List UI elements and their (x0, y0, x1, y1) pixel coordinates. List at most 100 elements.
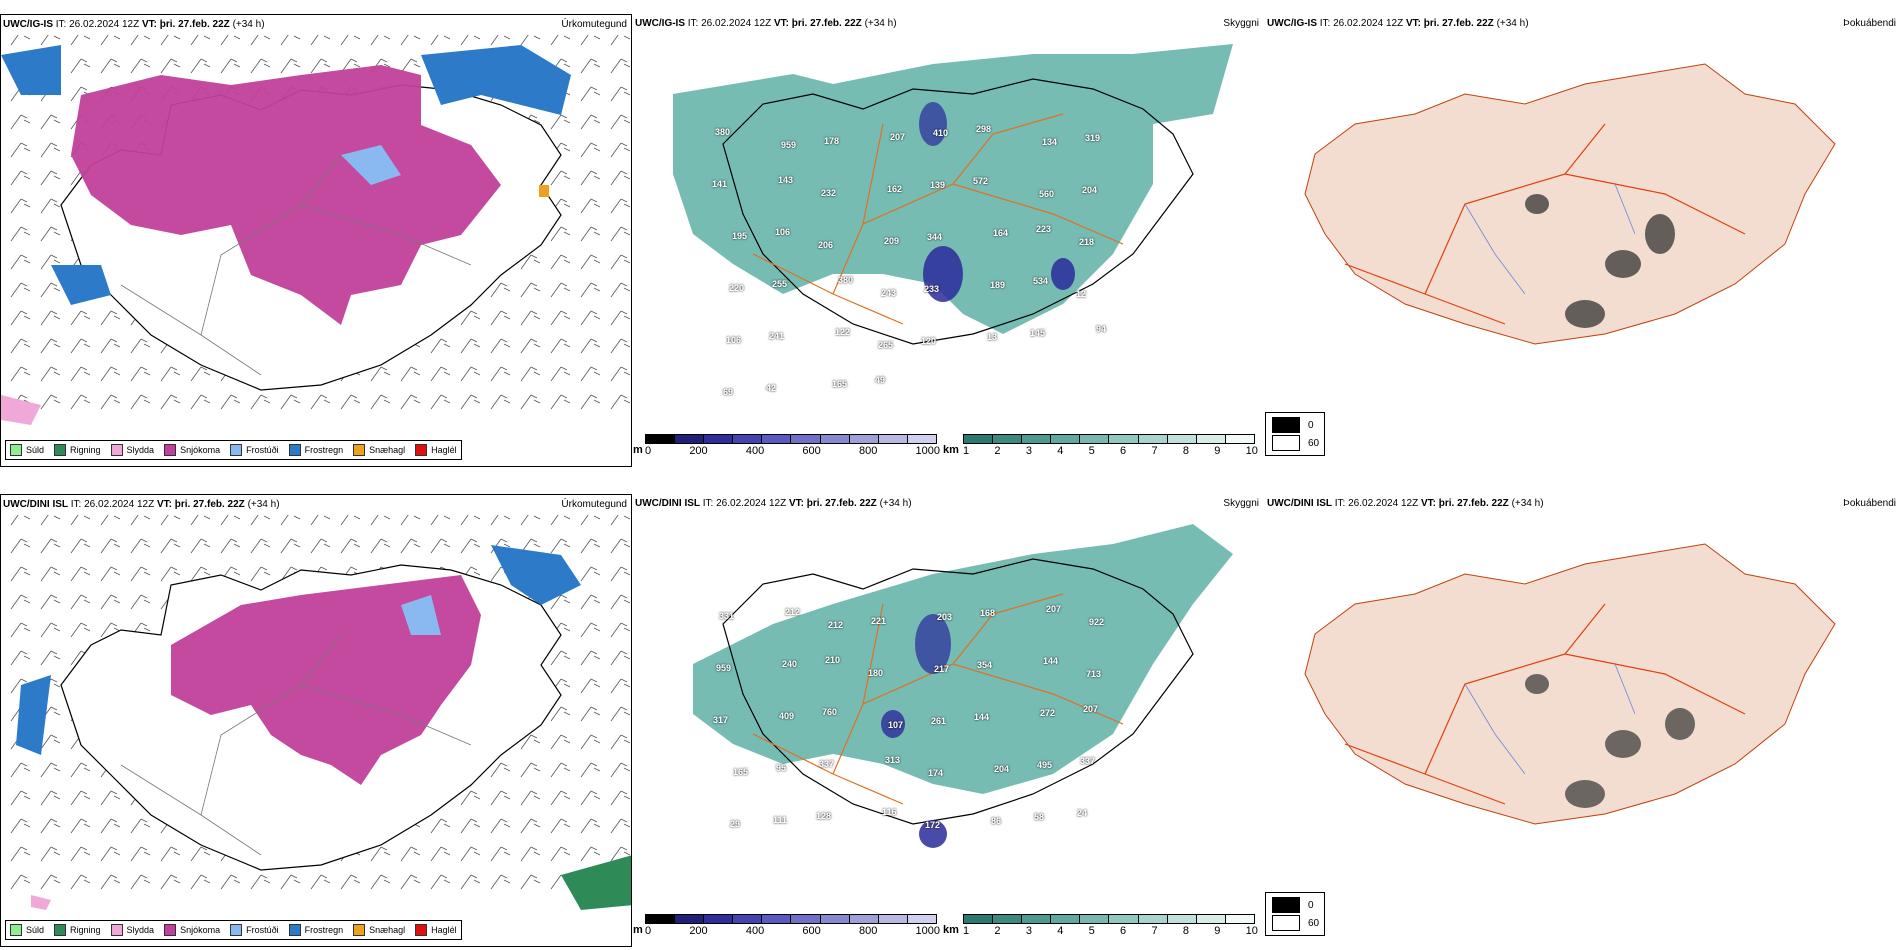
ceiling-label: 95 (776, 763, 787, 773)
ceiling-label: 217 (934, 664, 950, 674)
ceiling-label: 922 (1089, 617, 1105, 627)
roads (1344, 603, 1746, 805)
snow-grains-spot (539, 185, 549, 197)
ceiling-label: 58 (1034, 812, 1045, 822)
ceiling-label: 560 (1039, 189, 1055, 199)
frz-drizzle-area (341, 145, 401, 185)
panel-title: UWC/DINI ISL IT: 26.02.2024 12Z VT: þri.… (3, 499, 280, 510)
ceiling-label: 760 (822, 707, 838, 717)
precip-map (1, 35, 631, 425)
legend-item: Snæhagl (353, 924, 405, 936)
ceiling-label: 380 (715, 127, 731, 137)
low-ceiling-spot (915, 614, 951, 674)
panel-title: UWC/DINI ISL IT: 26.02.2024 12Z VT: þri.… (635, 498, 912, 509)
ceiling-label: 174 (928, 768, 944, 778)
ceiling-label: 164 (993, 228, 1009, 238)
visibility-scale: km 1 2 3 4 5 6 7 8 9 10 (943, 914, 1258, 940)
ceiling-label: 232 (821, 188, 837, 198)
legend-item: Slydda (110, 444, 154, 456)
ceiling-label: 144 (1043, 656, 1059, 666)
visibility-scale: km 1 2 3 4 5 6 7 8 9 10 (943, 434, 1258, 460)
fog-scale: 0 60 (1265, 892, 1325, 936)
ceiling-label: 204 (994, 764, 1010, 774)
legend-item: Frostregn (288, 444, 343, 456)
ceiling-label: 207 (1083, 704, 1099, 714)
roads (752, 593, 1124, 805)
frz-drizzle-area (401, 595, 441, 635)
ceiling-label: 410 (933, 128, 949, 138)
roads (120, 154, 472, 376)
visibility-panel-1: UWC/IG-IS IT: 26.02.2024 12Z VT: þri. 27… (633, 14, 1263, 464)
ceiling-label: 69 (723, 387, 734, 397)
ceiling-label: 298 (976, 124, 992, 134)
ceiling-label: 207 (1046, 604, 1062, 614)
ceiling-label: 317 (713, 715, 729, 725)
rain-area (561, 855, 631, 910)
ceiling-label: 572 (973, 176, 989, 186)
precip-legend: Súld Rigning Slydda Snjókoma Frostúði Fr… (5, 920, 462, 940)
ceiling-label: 141 (712, 179, 728, 189)
ceiling-label: 13 (987, 332, 998, 342)
ceiling-label: 42 (766, 383, 777, 393)
ceiling-label: 128 (816, 811, 832, 821)
roads (752, 113, 1124, 325)
ceiling-label: 218 (1079, 237, 1095, 247)
iceland-land (1304, 63, 1836, 345)
fog-panel-2: UWC/DINI ISL IT: 26.02.2024 12Z VT: þri.… (1265, 494, 1900, 944)
roads (1344, 123, 1746, 325)
panel-type: Úrkomutegund (561, 499, 627, 510)
legend-item: Rigning (54, 924, 101, 936)
ceiling-scale: m 0 200 400 600 800 1000 (633, 434, 943, 460)
ceiling-label: 189 (990, 280, 1006, 290)
panel-type: Þokuábendi (1843, 498, 1896, 509)
ceiling-label: 106 (775, 227, 791, 237)
ceiling-label: 120 (921, 336, 937, 346)
legend-item: Haglél (415, 924, 457, 936)
ceiling-label: 344 (927, 232, 943, 242)
ceiling-label: 272 (1040, 708, 1056, 718)
precip-map (10, 515, 631, 910)
low-ceiling-spot (1051, 258, 1075, 290)
ceiling-label: 240 (782, 659, 798, 669)
fog-map (1304, 543, 1836, 825)
ceiling-label: 261 (931, 716, 947, 726)
frz-rain-area-1 (421, 45, 571, 115)
fog-panel-1: UWC/IG-IS IT: 26.02.2024 12Z VT: þri. 27… (1265, 14, 1900, 464)
panel-type: Skyggni (1223, 498, 1259, 509)
rivers (1464, 663, 1636, 775)
ceiling-label: 409 (779, 711, 795, 721)
ceiling-label: 223 (1036, 224, 1052, 234)
ceiling-label: 180 (868, 668, 884, 678)
low-ceiling-spot (919, 820, 947, 848)
ceiling-label: 172 (925, 820, 941, 830)
sleet-area (1, 395, 41, 425)
panel-type: Skyggni (1223, 18, 1259, 29)
panel-type: Úrkomutegund (561, 19, 627, 30)
iceland-outline (722, 78, 1194, 345)
ceiling-label: 107 (888, 720, 904, 730)
legend-item: Súld (10, 924, 44, 936)
ceiling-label: 178 (824, 136, 840, 146)
ceiling-label: 206 (818, 240, 834, 250)
ceiling-label: 94 (1096, 324, 1107, 334)
iceland-outline (722, 558, 1194, 825)
fog-dark-spots (1525, 674, 1695, 808)
ceiling-label: 144 (974, 712, 990, 722)
sleet-area (31, 895, 51, 910)
fog-dark-spots (1525, 194, 1675, 328)
ceiling-label: 168 (980, 608, 996, 618)
ceiling-label: 106 (726, 335, 742, 345)
low-ceiling-spot (881, 710, 905, 738)
legend-item: Frostúði (230, 444, 279, 456)
ceiling-label: 12 (1076, 289, 1087, 299)
ceiling-label: 24 (1077, 808, 1088, 818)
visibility-field (673, 44, 1233, 334)
legend-item: Frostregn (288, 924, 343, 936)
ceiling-label: 143 (778, 175, 794, 185)
ceiling-label: 145 (1030, 328, 1046, 338)
roads (120, 634, 472, 856)
ceiling-label: 233 (924, 284, 940, 294)
ceiling-label: 243 (881, 288, 897, 298)
frz-rain-area-1 (491, 545, 581, 605)
panel-title: UWC/IG-IS IT: 26.02.2024 12Z VT: þri. 27… (3, 19, 265, 30)
